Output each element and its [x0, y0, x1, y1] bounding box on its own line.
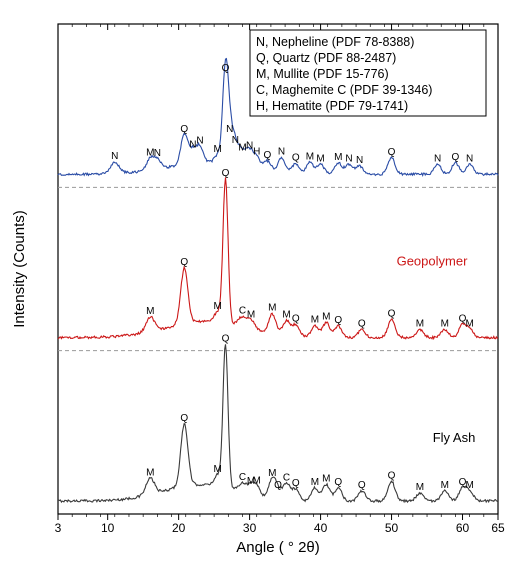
peak-label: Q	[222, 333, 230, 344]
chart-svg: 3 10 20 30 40 50 60 65 Angle ( ° 2θ) Intensity (C…	[0, 0, 516, 568]
peak-label: N	[111, 151, 118, 162]
xtick-label: 60	[456, 521, 470, 535]
xtick-label: 30	[243, 521, 257, 535]
peak-label: Q	[292, 152, 300, 163]
peak-label: M	[214, 301, 222, 312]
xtick-label: 50	[385, 521, 399, 535]
xtick-label: 10	[101, 521, 115, 535]
peak-label: N	[356, 155, 363, 166]
peak-label: N	[434, 153, 441, 164]
peak-label: N	[466, 153, 473, 164]
peak-label: M	[334, 152, 342, 163]
trace-fly-ash	[58, 344, 498, 502]
xtick-label: 20	[172, 521, 186, 535]
legend-line: C, Maghemite C (PDF 39-1346)	[256, 83, 432, 97]
peak-label: N	[278, 147, 285, 158]
peak-label: N	[154, 148, 161, 159]
legend-line: Q, Quartz (PDF 88-2487)	[256, 51, 396, 65]
peak-label: Q	[358, 318, 366, 329]
peak-label: M	[416, 318, 424, 329]
peak-label: M	[214, 464, 222, 475]
peak-label: Q	[222, 63, 230, 74]
legend-line: H, Hematite (PDF 79-1741)	[256, 99, 408, 113]
peak-label: M	[214, 144, 222, 155]
peak-label: Q	[263, 150, 271, 161]
peak-label: M	[253, 475, 261, 486]
peak-label: Q	[222, 168, 230, 179]
peak-label: Q	[358, 480, 366, 491]
peak-label: M	[268, 303, 276, 314]
peak-label: Q	[388, 147, 396, 158]
peak-label: Q	[180, 413, 188, 424]
legend-line: N, Nepheline (PDF 78-8388)	[256, 35, 414, 49]
peak-label: Q	[452, 152, 460, 163]
peak-label: Q	[180, 257, 188, 268]
x-axis-label: Angle ( ° 2θ)	[236, 539, 320, 556]
peak-label: M	[146, 306, 154, 317]
peak-label: C	[283, 473, 290, 484]
peak-label: H	[253, 147, 260, 158]
peak-label: M	[465, 318, 473, 329]
peak-label: N	[196, 136, 203, 147]
peak-label: Q	[180, 124, 188, 135]
peak-label: M	[316, 153, 324, 164]
xtick-label: 65	[491, 521, 505, 535]
peak-label: M	[282, 310, 290, 321]
xrd-chart: 3 10 20 30 40 50 60 65 Angle ( ° 2θ) Intensity (C…	[0, 0, 516, 568]
peak-label: C	[239, 306, 246, 317]
peak-label: M	[306, 151, 314, 162]
peak-label: M	[441, 480, 449, 491]
trace-label: Geopolymer	[397, 254, 468, 269]
trace-label: Fly Ash	[433, 430, 476, 445]
peak-label: M	[441, 318, 449, 329]
peak-label: M	[311, 315, 319, 326]
peak-label: Q	[388, 309, 396, 320]
peak-label: Q	[388, 470, 396, 481]
peak-label: Q	[274, 480, 282, 491]
peak-label: Q	[334, 477, 342, 488]
peak-label: M	[311, 477, 319, 488]
peak-label: Q	[292, 314, 300, 325]
peak-label: N	[345, 153, 352, 164]
peak-label: M	[247, 309, 255, 320]
peak-label: Q	[334, 315, 342, 326]
peak-label: M	[322, 312, 330, 323]
peak-label: C	[239, 472, 246, 483]
legend-line: M, Mullite (PDF 15-776)	[256, 67, 389, 81]
xtick-label: 40	[314, 521, 328, 535]
peak-label: N	[226, 124, 233, 135]
peak-label: M	[322, 474, 330, 485]
peak-label: M	[416, 482, 424, 493]
peak-label: M	[146, 467, 154, 478]
peak-label: M	[268, 468, 276, 479]
peak-label: Q	[292, 478, 300, 489]
y-axis-label: Intensity (Counts)	[11, 210, 28, 328]
xtick-label: 3	[55, 521, 62, 535]
peak-label: M	[465, 480, 473, 491]
